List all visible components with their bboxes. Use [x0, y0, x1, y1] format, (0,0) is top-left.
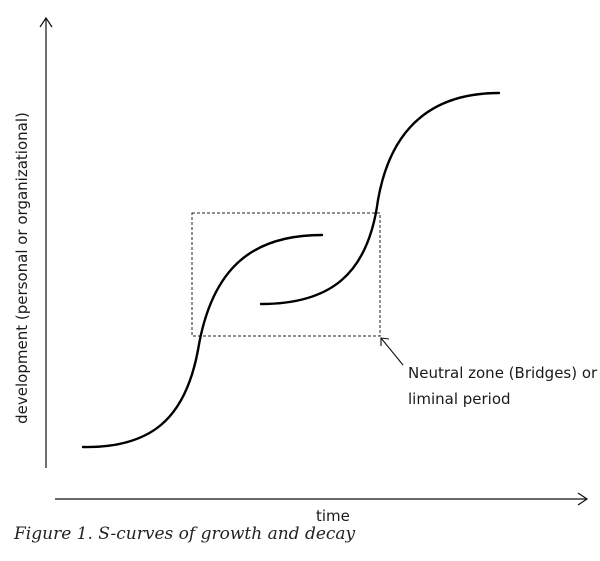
- s-curve-second: [259, 91, 501, 306]
- x-axis-label: time: [316, 507, 350, 525]
- figure-caption: Figure 1. S-curves of growth and decay: [14, 524, 356, 544]
- annotation-line-2: liminal period: [408, 390, 511, 408]
- neutral-zone-box: [191, 212, 381, 337]
- annotation-pointer: [380, 337, 404, 366]
- annotation-arrowhead: [380, 337, 390, 346]
- y-axis-label: development (personal or organizational): [13, 112, 31, 424]
- annotation-line-1: Neutral zone (Bridges) or: [408, 364, 598, 382]
- x-axis-arrowhead: [577, 492, 589, 506]
- s-curve-first: [81, 233, 324, 449]
- y-axis-arrowhead: [39, 16, 53, 28]
